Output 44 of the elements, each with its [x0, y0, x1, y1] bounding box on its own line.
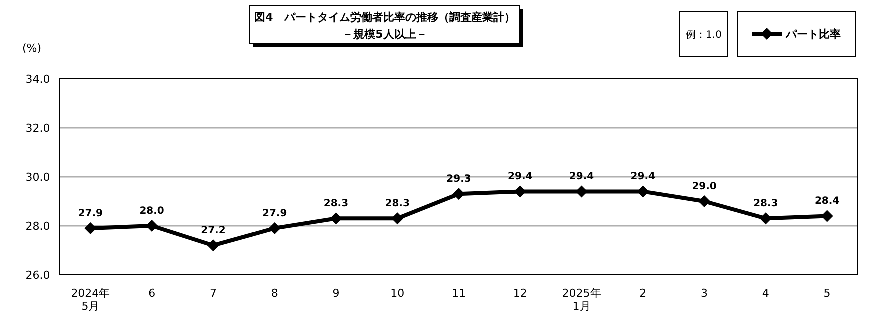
point [760, 212, 772, 225]
legend-label: パート比率 [785, 28, 841, 41]
x-tick-label: 9 [332, 287, 340, 300]
data-label: 29.4 [630, 172, 656, 183]
y-tick-label: 28.0 [26, 220, 50, 233]
data-label: 28.0 [140, 206, 164, 217]
data-label: 29.0 [692, 182, 717, 192]
point [84, 222, 97, 234]
point [207, 240, 220, 252]
x-tick-label: 10 [390, 287, 405, 300]
point [268, 222, 281, 234]
point [453, 188, 465, 200]
y-tick-label: 26.0 [26, 269, 50, 282]
data-label: 29.4 [569, 172, 594, 183]
x-tick-label: 6 [148, 287, 156, 300]
x-tick-label: 5 [824, 287, 831, 300]
x-tick-label: 12 [513, 287, 528, 300]
point [698, 196, 711, 208]
data-label: 27.9 [78, 208, 104, 220]
x-tick-label: 3 [701, 287, 708, 300]
x-tick-label: 4 [762, 287, 770, 300]
y-axis-title: (%) [22, 42, 42, 55]
point [392, 212, 404, 225]
y-tick-label: 32.0 [26, 122, 50, 135]
x-tick-label: 2024年 5月 [71, 287, 110, 314]
x-tick-label: 11 [452, 287, 466, 300]
data-label: 29.3 [446, 174, 472, 186]
data-label: 28.3 [754, 198, 778, 210]
y-tick-label: 30.0 [26, 171, 50, 184]
chart-title: 図4 パートタイム労働者比率の推移（調査産業計） [254, 11, 516, 24]
x-tick-label: 2025年 1月 [562, 287, 602, 314]
data-label: 28.4 [814, 196, 840, 208]
chart-subtitle: －規模5人以上－ [342, 28, 428, 41]
y-tick-label: 34.0 [26, 73, 50, 86]
data-label: 28.3 [385, 198, 410, 210]
point [146, 220, 158, 232]
data-label: 28.3 [324, 198, 349, 210]
data-label: 29.4 [508, 172, 533, 183]
x-tick-label: 2 [640, 287, 647, 300]
data-label: 27.9 [262, 208, 288, 220]
x-tick-label: 7 [210, 287, 217, 300]
data-label: 27.2 [201, 226, 226, 237]
text: 例：1.0 [686, 30, 722, 41]
x-tick-label: 8 [271, 287, 278, 300]
